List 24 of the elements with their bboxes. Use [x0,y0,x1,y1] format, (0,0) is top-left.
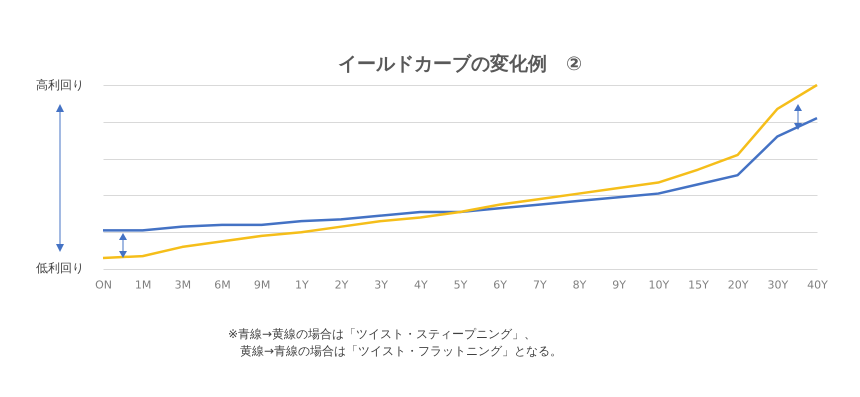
x-tick-label: 1M [134,278,152,292]
x-tick-label: 15Y [688,278,710,292]
x-tick-label: 7Y [532,278,547,292]
x-tick-label: 40Y [807,278,828,292]
x-tick-label: 4Y [414,278,428,292]
text: 低利回り [36,260,84,277]
x-tick-label: 2Y [334,278,349,292]
x-tick-label: 5Y [454,278,468,292]
x-tick-label: 30Y [767,278,788,292]
x-tick-label: 9M [254,278,270,292]
text: ※青線→黄線の場合は「ツイスト・スティープニング」、 [228,326,538,343]
text: 黄線→青線の場合は「ツイスト・フラットニング」となる。 [239,343,562,360]
x-tick-label: 3Y [374,278,388,292]
x-tick-label: 9Y [612,278,626,292]
x-tick-label: 3M [174,278,192,292]
x-tick-label: 10Y [648,278,670,292]
x-tick-label: 1Y [294,278,309,292]
text: 高利回り [36,77,84,94]
x-tick-label: ON [95,278,112,292]
x-tick-label: 6Y [493,278,508,292]
x-tick-label: 20Y [728,278,749,292]
x-tick-label: 8Y [572,278,587,292]
x-tick-label: 6M [214,278,231,292]
chart-title: イールドカーブの変化例 ② [338,52,582,75]
